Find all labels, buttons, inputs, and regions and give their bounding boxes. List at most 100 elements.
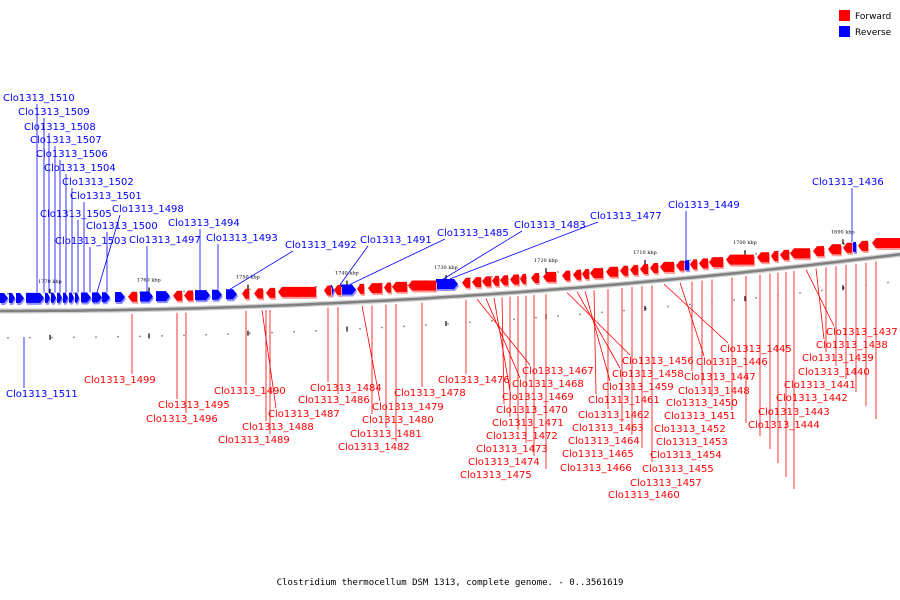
forward-gene-arrow[interactable] bbox=[520, 273, 526, 284]
gene-label[interactable]: Clo1313_1455 bbox=[642, 464, 714, 475]
gene-label[interactable]: Clo1313_1447 bbox=[684, 372, 756, 383]
reverse-gene-arrow[interactable] bbox=[16, 292, 24, 303]
forward-gene-arrow[interactable] bbox=[242, 288, 249, 299]
forward-gene-arrow[interactable] bbox=[582, 269, 589, 280]
gene-label[interactable]: Clo1313_1497 bbox=[129, 235, 201, 246]
gene-label[interactable]: Clo1313_1498 bbox=[112, 204, 184, 215]
gene-label[interactable]: Clo1313_1456 bbox=[622, 356, 694, 367]
gene-label[interactable]: Clo1313_1487 bbox=[268, 409, 340, 420]
forward-gene-arrow[interactable] bbox=[392, 281, 407, 292]
gene-label[interactable]: Clo1313_1477 bbox=[590, 211, 662, 222]
gene-label[interactable]: Clo1313_1466 bbox=[560, 463, 632, 474]
gene-label[interactable]: Clo1313_1488 bbox=[242, 422, 314, 433]
gene-label[interactable]: Clo1313_1482 bbox=[338, 442, 410, 453]
forward-gene-arrow[interactable] bbox=[640, 263, 648, 274]
forward-gene-arrow[interactable] bbox=[699, 258, 708, 269]
forward-gene-arrow[interactable] bbox=[462, 277, 470, 288]
gene-label[interactable]: Clo1313_1454 bbox=[650, 450, 722, 461]
forward-gene-arrow[interactable] bbox=[726, 254, 754, 265]
forward-gene-arrow[interactable] bbox=[790, 248, 810, 259]
gene-label[interactable]: Clo1313_1509 bbox=[18, 107, 90, 118]
gene-label[interactable]: Clo1313_1461 bbox=[588, 395, 660, 406]
forward-gene-arrow[interactable] bbox=[858, 240, 868, 251]
gene-label[interactable]: Clo1313_1490 bbox=[214, 386, 286, 397]
gene-label[interactable]: Clo1313_1480 bbox=[362, 415, 434, 426]
gene-label[interactable]: Clo1313_1496 bbox=[146, 414, 218, 425]
reverse-gene-arrow[interactable] bbox=[226, 289, 237, 300]
forward-gene-arrow[interactable] bbox=[531, 272, 539, 283]
forward-gene-arrow[interactable] bbox=[676, 260, 684, 271]
gene-label[interactable]: Clo1313_1484 bbox=[310, 383, 382, 394]
gene-label[interactable]: Clo1313_1463 bbox=[572, 423, 644, 434]
forward-gene-arrow[interactable] bbox=[173, 290, 182, 301]
forward-gene-arrow[interactable] bbox=[408, 280, 436, 291]
gene-label[interactable]: Clo1313_1507 bbox=[30, 135, 102, 146]
reverse-gene-arrow[interactable] bbox=[57, 292, 62, 303]
gene-label[interactable]: Clo1313_1441 bbox=[784, 380, 856, 391]
forward-gene-arrow[interactable] bbox=[510, 274, 519, 285]
forward-gene-arrow[interactable] bbox=[482, 276, 491, 287]
reverse-gene-arrow[interactable] bbox=[51, 292, 56, 303]
reverse-gene-arrow[interactable] bbox=[195, 290, 210, 301]
forward-gene-arrow[interactable] bbox=[334, 285, 341, 296]
reverse-gene-arrow[interactable] bbox=[75, 292, 79, 303]
forward-gene-arrow[interactable] bbox=[254, 288, 263, 299]
gene-label[interactable]: Clo1313_1471 bbox=[492, 418, 564, 429]
gene-label[interactable]: Clo1313_1460 bbox=[608, 490, 680, 501]
gene-label[interactable]: Clo1313_1453 bbox=[656, 437, 728, 448]
forward-gene-arrow[interactable] bbox=[472, 277, 481, 288]
gene-label[interactable]: Clo1313_1499 bbox=[84, 375, 156, 386]
forward-gene-arrow[interactable] bbox=[500, 275, 508, 286]
gene-label[interactable]: Clo1313_1508 bbox=[24, 122, 96, 133]
gene-label[interactable]: Clo1313_1440 bbox=[798, 367, 870, 378]
forward-gene-arrow[interactable] bbox=[128, 291, 137, 302]
gene-label[interactable]: Clo1313_1485 bbox=[437, 228, 509, 239]
gene-label[interactable]: Clo1313_1452 bbox=[654, 424, 726, 435]
forward-gene-arrow[interactable] bbox=[357, 283, 364, 294]
gene-label[interactable]: Clo1313_1470 bbox=[496, 405, 568, 416]
gene-label[interactable]: Clo1313_1467 bbox=[522, 366, 594, 377]
gene-label[interactable]: Clo1313_1449 bbox=[668, 200, 740, 211]
reverse-gene-arrow[interactable] bbox=[156, 291, 170, 302]
forward-gene-arrow[interactable] bbox=[492, 275, 499, 286]
gene-label[interactable]: Clo1313_1511 bbox=[6, 389, 78, 400]
gene-label[interactable]: Clo1313_1492 bbox=[285, 240, 357, 251]
gene-label[interactable]: Clo1313_1506 bbox=[36, 149, 108, 160]
forward-gene-arrow[interactable] bbox=[780, 249, 789, 260]
forward-gene-arrow[interactable] bbox=[606, 266, 618, 277]
forward-gene-arrow[interactable] bbox=[630, 264, 638, 275]
gene-label[interactable]: Clo1313_1475 bbox=[460, 470, 532, 481]
gene-label[interactable]: Clo1313_1476 bbox=[438, 375, 510, 386]
gene-label[interactable]: Clo1313_1445 bbox=[720, 344, 792, 355]
forward-gene-arrow[interactable] bbox=[573, 269, 581, 280]
gene-label[interactable]: Clo1313_1464 bbox=[568, 436, 640, 447]
reverse-gene-arrow[interactable] bbox=[102, 292, 110, 303]
gene-label[interactable]: Clo1313_1510 bbox=[3, 93, 75, 104]
gene-label[interactable]: Clo1313_1444 bbox=[748, 420, 820, 431]
gene-label[interactable]: Clo1313_1481 bbox=[350, 429, 422, 440]
gene-label[interactable]: Clo1313_1459 bbox=[602, 382, 674, 393]
gene-label[interactable]: Clo1313_1478 bbox=[394, 388, 466, 399]
gene-label[interactable]: Clo1313_1468 bbox=[512, 379, 584, 390]
forward-gene-arrow[interactable] bbox=[650, 263, 658, 274]
forward-gene-arrow[interactable] bbox=[690, 259, 697, 270]
gene-label[interactable]: Clo1313_1473 bbox=[476, 444, 548, 455]
forward-gene-arrow[interactable] bbox=[184, 290, 193, 301]
gene-label[interactable]: Clo1313_1494 bbox=[168, 218, 240, 229]
gene-label[interactable]: Clo1313_1500 bbox=[86, 221, 158, 232]
forward-gene-arrow[interactable] bbox=[368, 283, 382, 294]
forward-gene-arrow[interactable] bbox=[590, 268, 603, 279]
gene-label[interactable]: Clo1313_1502 bbox=[62, 177, 134, 188]
forward-gene-arrow[interactable] bbox=[543, 271, 556, 282]
gene-label[interactable]: Clo1313_1483 bbox=[514, 220, 586, 231]
reverse-gene-arrow[interactable] bbox=[81, 292, 91, 303]
gene-label[interactable]: Clo1313_1479 bbox=[372, 402, 444, 413]
gene-label[interactable]: Clo1313_1504 bbox=[44, 163, 116, 174]
gene-label[interactable]: Clo1313_1501 bbox=[70, 191, 142, 202]
forward-gene-arrow[interactable] bbox=[872, 238, 900, 249]
gene-label[interactable]: Clo1313_1469 bbox=[502, 392, 574, 403]
reverse-gene-arrow[interactable] bbox=[115, 291, 125, 302]
gene-label[interactable]: Clo1313_1465 bbox=[562, 449, 634, 460]
gene-label[interactable]: Clo1313_1451 bbox=[664, 411, 736, 422]
gene-label[interactable]: Clo1313_1457 bbox=[630, 478, 702, 489]
